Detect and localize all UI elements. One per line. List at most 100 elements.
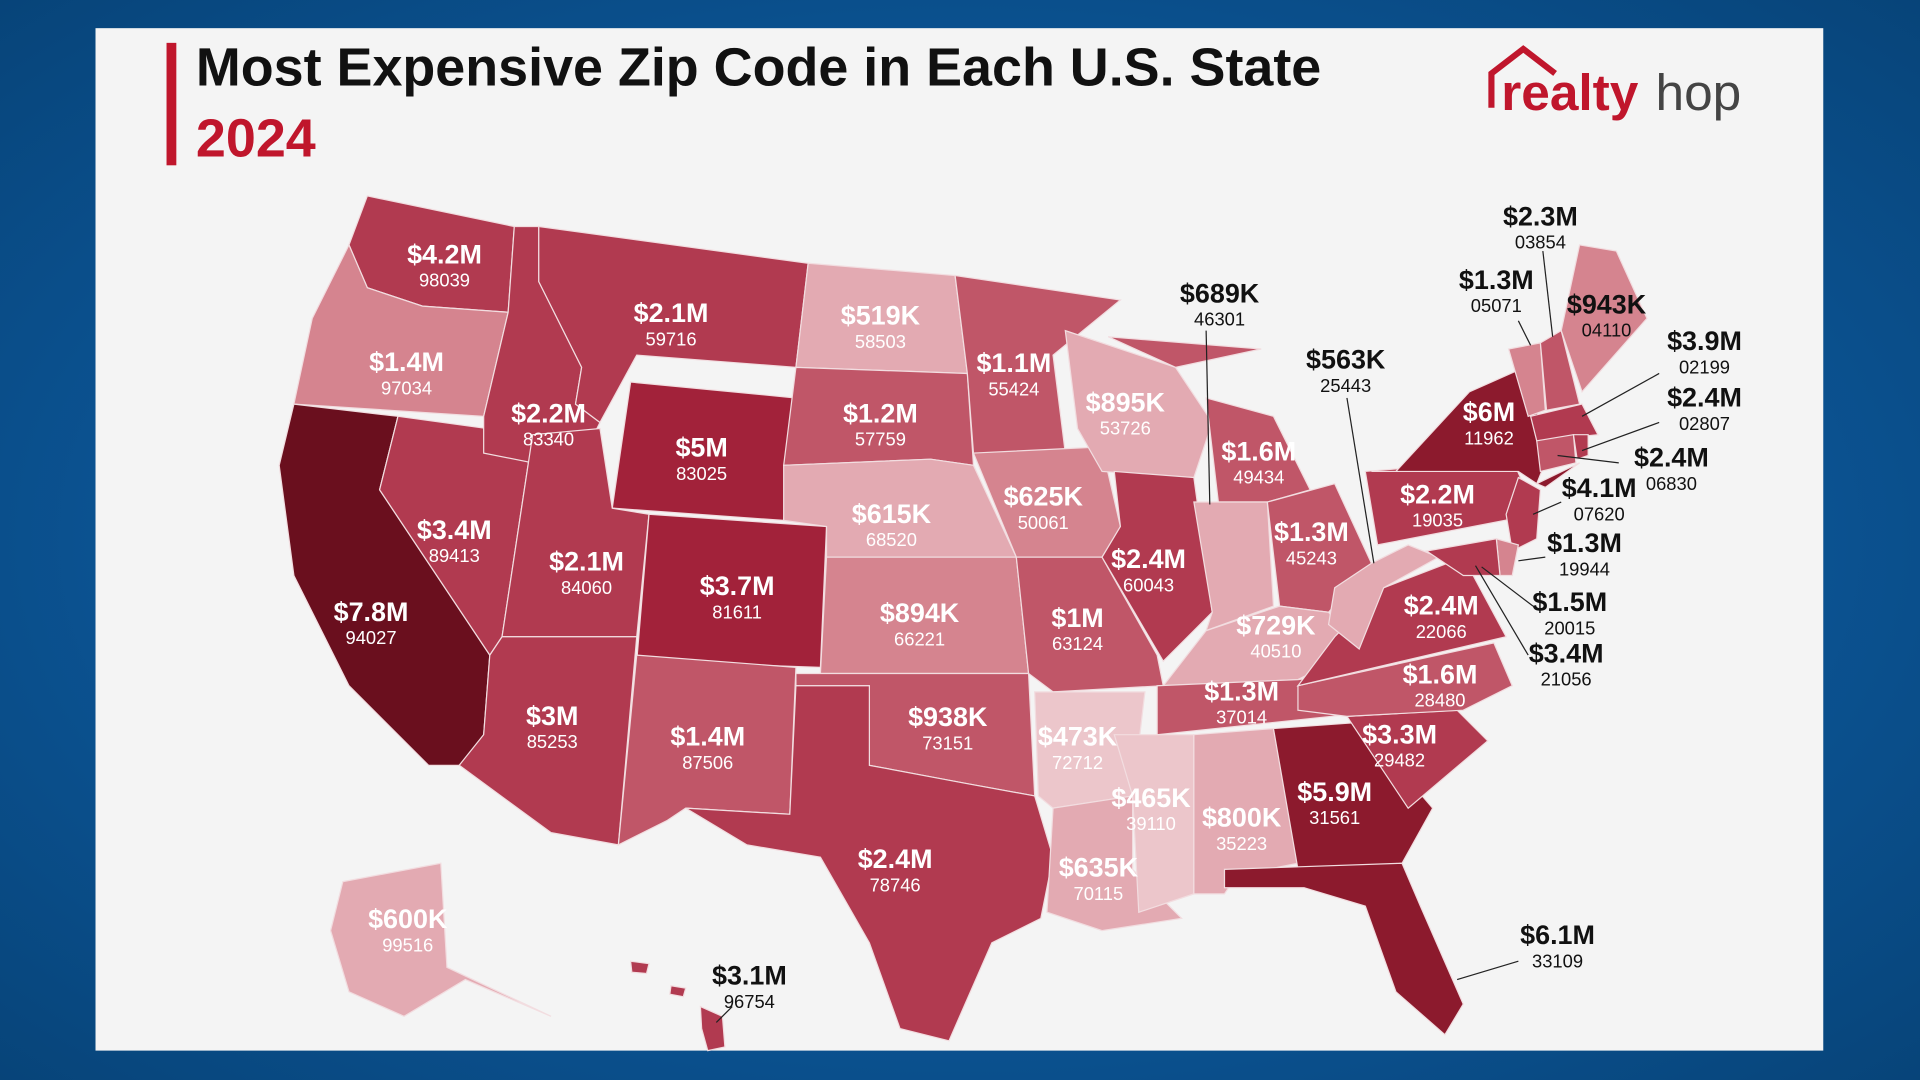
state-price-nm: $1.4M	[670, 722, 745, 752]
state-zip-ma: 02199	[1679, 356, 1730, 377]
state-price-oh: $1.3M	[1274, 517, 1349, 547]
state-shape-hi	[629, 960, 650, 975]
state-zip-nm: 87506	[682, 752, 733, 773]
state-shape-il	[1101, 470, 1213, 663]
state-price-nv: $3.4M	[417, 515, 492, 545]
state-shape-nc	[1297, 642, 1514, 717]
state-zip-md: 21056	[1541, 669, 1592, 690]
state-zip-in: 46301	[1194, 309, 1245, 330]
state-zip-az: 85253	[527, 731, 578, 752]
leader-line-fl	[1456, 960, 1519, 981]
state-price-ca: $7.8M	[334, 597, 409, 627]
state-price-ma: $3.9M	[1667, 326, 1742, 356]
state-zip-me: 04110	[1582, 320, 1632, 341]
leader-line-hi	[715, 1006, 733, 1023]
state-shape-ct	[1536, 433, 1577, 473]
state-price-sd: $1.2M	[843, 398, 918, 428]
state-price-ne: $615K	[852, 499, 932, 529]
state-shape-hi	[699, 1005, 726, 1052]
state-price-va: $2.4M	[1404, 591, 1479, 621]
state-zip-il: 60043	[1123, 574, 1174, 595]
state-shape-ak	[329, 862, 552, 1018]
state-zip-ny: 11962	[1464, 427, 1514, 448]
state-price-ms: $465K	[1111, 783, 1191, 813]
state-price-ny: $6M	[1463, 397, 1515, 427]
leader-line-de	[1518, 556, 1546, 562]
state-price-mo: $1M	[1051, 603, 1103, 633]
leader-line-dc	[1481, 566, 1534, 607]
state-price-ia: $625K	[1004, 482, 1084, 512]
state-price-tx: $2.4M	[858, 844, 933, 874]
state-zip-sc: 29482	[1374, 750, 1425, 771]
state-zip-wy: 83025	[676, 463, 727, 484]
state-shape-ny	[1535, 462, 1580, 489]
state-zip-ks: 66221	[894, 628, 945, 649]
state-zip-sd: 57759	[855, 429, 906, 450]
state-zip-ct: 06830	[1646, 473, 1697, 494]
state-zip-la: 70115	[1074, 883, 1124, 904]
state-price-mi: $1.6M	[1221, 436, 1296, 466]
state-shape-md	[1424, 538, 1501, 577]
leader-line-md	[1474, 565, 1529, 656]
logo-text-realty: realty	[1501, 63, 1639, 121]
state-price-ky: $729K	[1236, 610, 1316, 640]
state-price-il: $2.4M	[1111, 544, 1186, 574]
state-zip-fl: 33109	[1532, 950, 1583, 971]
state-zip-nd: 58503	[855, 331, 906, 352]
state-shape-ms	[1113, 734, 1195, 914]
state-price-ar: $473K	[1038, 722, 1118, 752]
state-shape-me	[1560, 244, 1648, 394]
leader-lines	[715, 250, 1660, 1023]
state-price-wv: $563K	[1306, 345, 1386, 375]
state-price-ak: $600K	[368, 904, 448, 934]
state-zip-co: 81611	[712, 601, 762, 622]
state-price-or: $1.4M	[369, 347, 444, 377]
state-zip-dc: 20015	[1544, 617, 1595, 638]
state-zip-ms: 39110	[1126, 813, 1176, 834]
state-price-nc: $1.6M	[1403, 659, 1478, 689]
state-price-hi: $3.1M	[712, 960, 787, 990]
house-icon	[1488, 45, 1557, 108]
state-zip-hi: 96754	[724, 991, 775, 1012]
state-zip-wi: 53726	[1100, 418, 1151, 439]
state-zip-nc: 28480	[1414, 690, 1465, 711]
state-price-az: $3M	[526, 701, 578, 731]
state-price-nh: $2.3M	[1503, 201, 1578, 231]
state-shape-hi	[669, 985, 687, 998]
state-price-fl: $6.1M	[1520, 920, 1595, 950]
state-shape-mi	[1107, 336, 1262, 368]
state-price-ct: $2.4M	[1634, 443, 1709, 473]
state-price-ga: $5.9M	[1297, 777, 1372, 807]
state-price-ks: $894K	[880, 598, 960, 628]
state-zip-wv: 25443	[1320, 375, 1371, 396]
state-zip-or: 97034	[381, 377, 432, 398]
state-price-sc: $3.3M	[1362, 719, 1437, 749]
state-shapes	[278, 195, 1648, 1052]
state-price-al: $800K	[1202, 803, 1282, 833]
state-shape-wv	[1327, 544, 1441, 650]
state-labels: $4.2M98039$1.4M97034$7.8M94027$3.4M89413…	[334, 201, 1742, 1011]
state-price-pa: $2.2M	[1400, 479, 1475, 509]
state-zip-oh: 45243	[1286, 547, 1337, 568]
state-shape-az	[458, 636, 638, 846]
state-price-wi: $895K	[1086, 387, 1166, 417]
state-zip-ut: 84060	[561, 577, 612, 598]
state-zip-tx: 78746	[870, 874, 921, 895]
title-year: 2024	[196, 109, 316, 169]
state-zip-ok: 73151	[922, 732, 973, 753]
logo-text-hop: hop	[1656, 63, 1742, 121]
state-zip-ia: 50061	[1018, 512, 1069, 533]
leader-line-wv	[1346, 397, 1375, 564]
state-shape-in	[1193, 501, 1275, 632]
leader-line-vt	[1517, 320, 1532, 346]
state-price-wy: $5M	[675, 433, 727, 463]
state-zip-id: 83340	[523, 429, 574, 450]
state-price-in: $689K	[1180, 278, 1260, 308]
state-price-ok: $938K	[908, 702, 988, 732]
state-zip-ne: 68520	[866, 529, 917, 550]
state-price-de: $1.3M	[1547, 528, 1622, 558]
state-shape-tx	[685, 685, 1054, 1042]
state-price-ut: $2.1M	[549, 547, 624, 577]
state-price-id: $2.2M	[511, 398, 586, 428]
